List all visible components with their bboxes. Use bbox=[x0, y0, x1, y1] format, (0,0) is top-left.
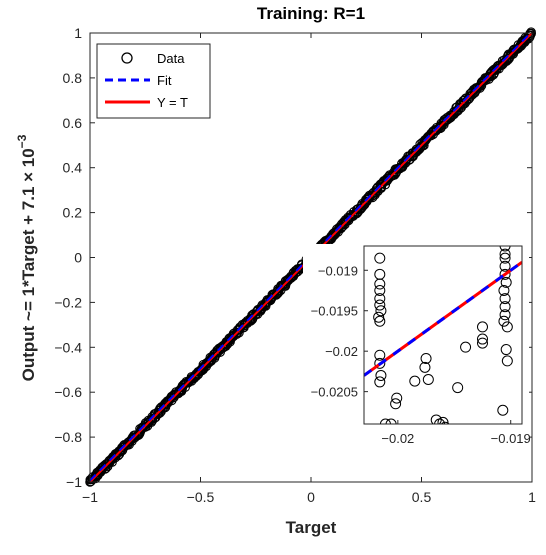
inset-x-tick-label: −0.02 bbox=[381, 431, 414, 446]
inset-y-tick-label: −0.019 bbox=[318, 263, 358, 278]
y-tick-label: 0 bbox=[74, 250, 82, 266]
chart-title: Training: R=1 bbox=[257, 4, 365, 23]
inset-data-point bbox=[501, 321, 513, 333]
y-tick-label: 0.4 bbox=[63, 160, 83, 176]
inset-data-point bbox=[419, 361, 431, 373]
x-tick-label: 1 bbox=[528, 489, 536, 505]
inset-data-point bbox=[409, 375, 421, 387]
legend-label: Y = T bbox=[157, 95, 188, 110]
inset-data-point bbox=[499, 301, 511, 313]
inset-data-point bbox=[420, 352, 432, 364]
y-tick-label: −0.6 bbox=[54, 384, 82, 400]
x-tick-label: 0.5 bbox=[412, 489, 432, 505]
inset-data-point bbox=[437, 416, 449, 424]
inset-data-point bbox=[385, 418, 397, 424]
inset-data-point bbox=[374, 293, 386, 305]
y-tick-label: 1 bbox=[74, 25, 82, 41]
inset-data-point bbox=[374, 252, 386, 264]
inset-data-point bbox=[374, 376, 386, 388]
x-tick-label: −0.5 bbox=[187, 489, 215, 505]
x-tick-label: −1 bbox=[82, 489, 98, 505]
inset-frame bbox=[363, 245, 523, 425]
inset-plot-area: −0.02 −0.019 −0.019 −0.0195 −0.02 −0.0205 bbox=[303, 244, 531, 456]
inset-data-point bbox=[374, 315, 386, 327]
inset-data-point bbox=[379, 418, 391, 424]
inset-data-point bbox=[374, 299, 386, 311]
inset-data-point bbox=[477, 333, 488, 345]
inset-data-point bbox=[498, 285, 510, 296]
inset-data-point bbox=[500, 276, 512, 288]
y-axis-title: Output ~= 1*Target + 7.1 × 10−3 bbox=[15, 134, 38, 381]
inset-data-point bbox=[501, 355, 513, 367]
y-tick-label: 0.2 bbox=[63, 205, 83, 221]
inset-data-point bbox=[499, 293, 511, 305]
inset-data-point bbox=[430, 414, 442, 424]
x-axis-title: Target bbox=[286, 518, 337, 537]
inset-data-point bbox=[452, 382, 464, 394]
inset-data-point bbox=[499, 252, 511, 264]
y-tick-label: −0.2 bbox=[54, 294, 82, 310]
inset-data-point bbox=[374, 349, 386, 361]
legend: Data Fit Y = T bbox=[96, 43, 211, 119]
inset-data-point bbox=[500, 344, 512, 356]
data-point bbox=[508, 45, 519, 55]
inset-data-point bbox=[499, 246, 511, 252]
y-axis-title-exponent: −3 bbox=[15, 134, 29, 148]
inset-y-tick-label: −0.02 bbox=[325, 344, 358, 359]
y-tick-label: 0.8 bbox=[63, 70, 83, 86]
inset-data-point bbox=[497, 404, 509, 416]
inset-data-point bbox=[375, 305, 387, 317]
inset-data-point bbox=[499, 260, 511, 272]
inset-data-point bbox=[460, 341, 472, 353]
y-tick-label: −0.8 bbox=[54, 429, 82, 445]
inset-data-point bbox=[391, 392, 403, 404]
y-tick-label: −0.4 bbox=[54, 339, 82, 355]
inset-data-point bbox=[373, 311, 385, 323]
inset-data-point bbox=[477, 337, 488, 349]
y-tick-label: −1 bbox=[66, 474, 82, 490]
inset-y-tick-label: −0.0205 bbox=[311, 385, 358, 400]
x-tick-label: 0 bbox=[307, 489, 315, 505]
y-axis-title-main: Output ~= 1*Target + 7.1 × 10 bbox=[19, 148, 38, 381]
inset-data-point bbox=[374, 285, 386, 296]
inset-x-tick-label: −0.019 bbox=[491, 431, 531, 446]
inset-fit-line bbox=[364, 260, 522, 377]
inset-data-point bbox=[390, 398, 402, 410]
inset-data-point bbox=[375, 369, 387, 381]
inset-data-point bbox=[499, 248, 511, 260]
legend-label: Data bbox=[157, 51, 185, 66]
legend-label: Fit bbox=[157, 73, 172, 88]
legend-data-marker bbox=[121, 52, 133, 64]
inset-data-point bbox=[499, 309, 511, 321]
y-tick-label: 0.6 bbox=[63, 115, 83, 131]
inset-data-point bbox=[422, 374, 434, 385]
inset-data-point bbox=[498, 315, 510, 327]
inset-data-point bbox=[499, 268, 511, 280]
data-point bbox=[526, 27, 536, 37]
inset-data-point bbox=[477, 321, 488, 333]
inset-data-point bbox=[440, 421, 450, 424]
legend-box bbox=[96, 43, 211, 119]
inset-y-tick-label: −0.0195 bbox=[311, 304, 358, 319]
inset-background bbox=[303, 244, 529, 456]
inset-data-point bbox=[374, 278, 386, 290]
inset-data-layer bbox=[364, 246, 522, 424]
inset-data-point bbox=[374, 357, 386, 369]
